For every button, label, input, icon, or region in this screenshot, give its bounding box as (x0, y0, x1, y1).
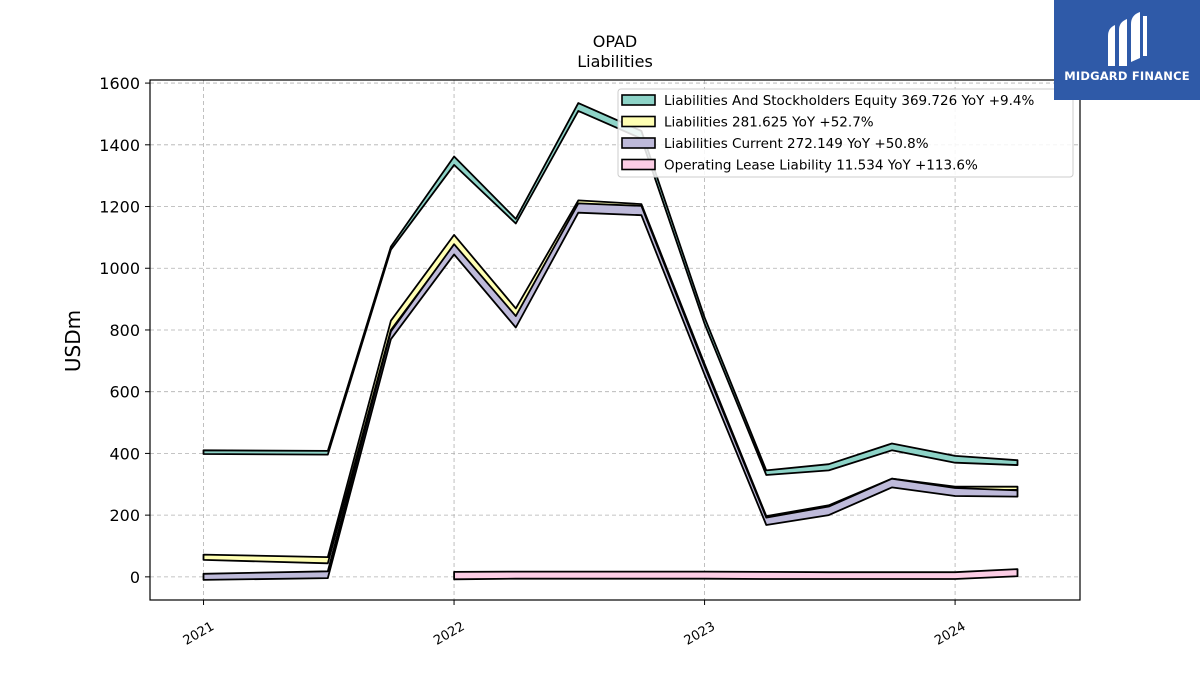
y-tick-label: 200 (109, 506, 140, 525)
y-tick-label: 1000 (99, 259, 140, 278)
y-tick-label: 600 (109, 383, 140, 402)
chart-subtitle: Liabilities (577, 52, 653, 71)
legend-label: Liabilities And Stockholders Equity 369.… (664, 93, 1034, 109)
legend-swatch (621, 137, 656, 149)
series-band-4 (453, 568, 1019, 581)
legend-swatch (621, 158, 656, 171)
y-tick-label: 800 (109, 321, 140, 340)
y-tick-label: 1600 (99, 74, 140, 93)
x-tick-label: 2021 (181, 619, 217, 649)
plot-frame (149, 79, 1081, 601)
brand-name: MIDGARD FINANCE (1064, 69, 1190, 83)
series-band-1 (202, 102, 1019, 476)
chart-title: OPAD (593, 32, 637, 51)
legend-swatch (621, 115, 656, 128)
legend-label: Operating Lease Liability 11.534 YoY +11… (664, 158, 978, 174)
legend: Liabilities And Stockholders Equity 369.… (617, 88, 1074, 178)
legend-box (617, 88, 1074, 178)
legend-swatch (621, 94, 656, 106)
y-tick-label: 1400 (99, 136, 140, 155)
brand-logo-icon (1108, 12, 1147, 66)
brand-logo: MIDGARD FINANCE (1054, 0, 1200, 100)
series-layer (202, 102, 1019, 581)
legend-label: Liabilities Current 272.149 YoY +50.8% (664, 136, 929, 152)
x-tick-label: 2023 (682, 619, 718, 649)
y-tick-label: 1200 (99, 198, 140, 217)
y-tick-label: 400 (109, 444, 140, 463)
y-tick-label: 0 (130, 568, 140, 587)
x-tick-label: 2024 (932, 619, 968, 649)
x-tick-label: 2022 (431, 619, 467, 649)
y-axis-label: USDm (61, 310, 85, 372)
series-band-2 (202, 199, 1019, 565)
legend-label: Liabilities 281.625 YoY +52.7% (664, 115, 874, 131)
series-band-3 (202, 202, 1019, 581)
